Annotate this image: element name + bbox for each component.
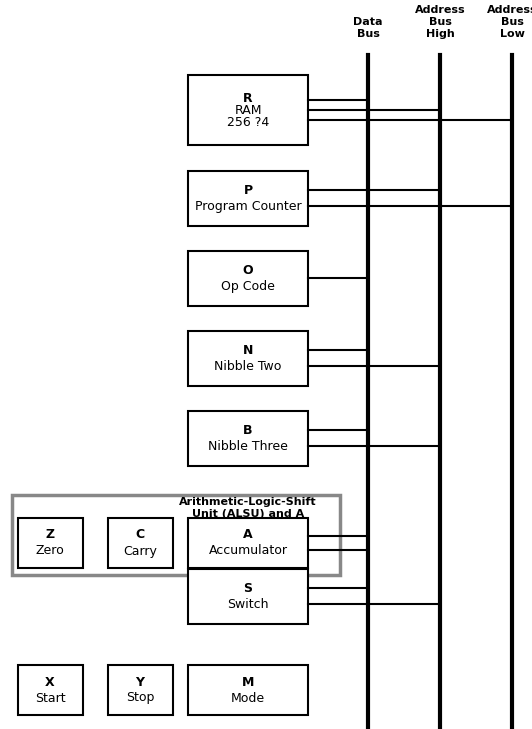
Bar	[188, 251, 308, 305]
Text: Address
Bus
High: Address Bus High	[414, 5, 466, 39]
Text: Y: Y	[136, 676, 145, 688]
Text: Carry: Carry	[123, 545, 157, 558]
Text: S: S	[244, 582, 253, 595]
Text: B: B	[243, 424, 253, 437]
Text: Nibble Two: Nibble Two	[214, 359, 281, 373]
Text: Zero: Zero	[36, 545, 64, 558]
Text: R: R	[243, 92, 253, 104]
Bar	[188, 75, 308, 145]
Text: Accumulator: Accumulator	[209, 545, 287, 558]
Text: Start: Start	[35, 692, 65, 704]
Text: Op Code: Op Code	[221, 279, 275, 292]
Bar	[188, 171, 308, 225]
Text: Mode: Mode	[231, 692, 265, 704]
Bar	[12, 495, 340, 575]
Text: RAM: RAM	[234, 104, 262, 117]
Bar	[188, 665, 308, 715]
Text: O: O	[243, 263, 253, 276]
Text: Z: Z	[45, 529, 55, 542]
Text: P: P	[244, 184, 253, 197]
Text: Stop: Stop	[126, 692, 154, 704]
Bar	[188, 518, 308, 568]
Text: X: X	[45, 676, 55, 688]
Text: Arithmetic-Logic-Shift
Unit (ALSU) and A: Arithmetic-Logic-Shift Unit (ALSU) and A	[179, 497, 317, 519]
Bar	[188, 330, 308, 386]
Bar	[107, 665, 172, 715]
Bar	[18, 665, 82, 715]
Text: Nibble Three: Nibble Three	[208, 440, 288, 453]
Bar	[18, 518, 82, 568]
Bar	[107, 518, 172, 568]
Bar	[188, 410, 308, 466]
Text: Switch: Switch	[227, 598, 269, 610]
Text: C: C	[136, 529, 145, 542]
Text: Data
Bus: Data Bus	[353, 17, 383, 39]
Bar	[188, 569, 308, 623]
Text: Address
Bus
Low: Address Bus Low	[487, 5, 532, 39]
Text: A: A	[243, 529, 253, 542]
Text: N: N	[243, 343, 253, 356]
Text: Program Counter: Program Counter	[195, 200, 301, 212]
Text: M: M	[242, 676, 254, 688]
Text: 256 ?4: 256 ?4	[227, 115, 269, 128]
